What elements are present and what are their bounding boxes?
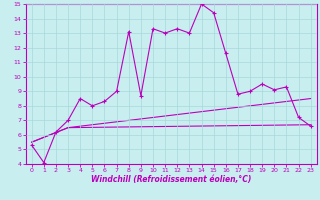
X-axis label: Windchill (Refroidissement éolien,°C): Windchill (Refroidissement éolien,°C) bbox=[91, 175, 252, 184]
